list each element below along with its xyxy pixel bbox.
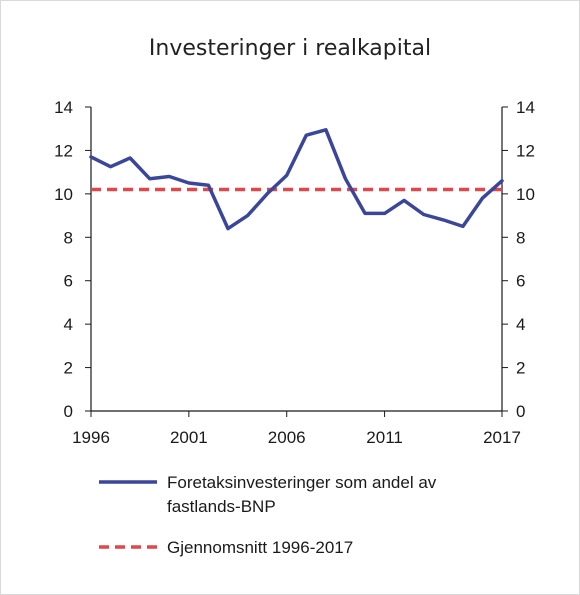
y-tick-label-right: 4 [516,315,525,334]
y-tick-label-right: 2 [516,359,525,378]
y-ticks-left: 0 2 4 6 8 10 12 14 [54,98,91,421]
y-tick-label-left: 2 [64,359,73,378]
y-tick-label-left: 4 [64,315,73,334]
y-tick-label-left: 8 [64,228,73,247]
y-tick-label-left: 0 [64,402,73,421]
chart-title: Investeringer i realkapital [148,36,432,61]
x-ticks: 1996 2001 2006 2011 2017 [72,411,521,447]
x-tick-label: 1996 [72,428,110,447]
x-tick-label: 2006 [268,428,306,447]
y-tick-label-left: 12 [54,141,73,160]
y-tick-label-left: 14 [54,98,73,117]
y-tick-label-right: 6 [516,272,525,291]
y-tick-label-left: 6 [64,272,73,291]
series-layer [89,128,504,231]
y-tick-label-right: 8 [516,228,525,247]
x-tick-label: 2011 [366,428,403,447]
legend-label: fastlands-BNP [167,497,276,516]
y-tick-label-right: 10 [516,185,535,204]
legend: Foretaksinvesteringer som andel av fastla… [99,473,437,557]
y-tick-label-right: 14 [516,98,535,117]
legend-label: Foretaksinvesteringer som andel av [167,473,437,492]
y-tick-label-right: 12 [516,141,535,160]
investment-series-line [89,128,504,231]
y-tick-label-right: 0 [516,402,525,421]
y-ticks-right: 0 2 4 6 8 10 12 14 [502,98,535,421]
x-tick-label: 2017 [483,428,521,447]
x-tick-label: 2001 [170,428,208,447]
legend-label: Gjennomsnitt 1996-2017 [167,538,353,557]
y-tick-label-left: 10 [54,185,73,204]
